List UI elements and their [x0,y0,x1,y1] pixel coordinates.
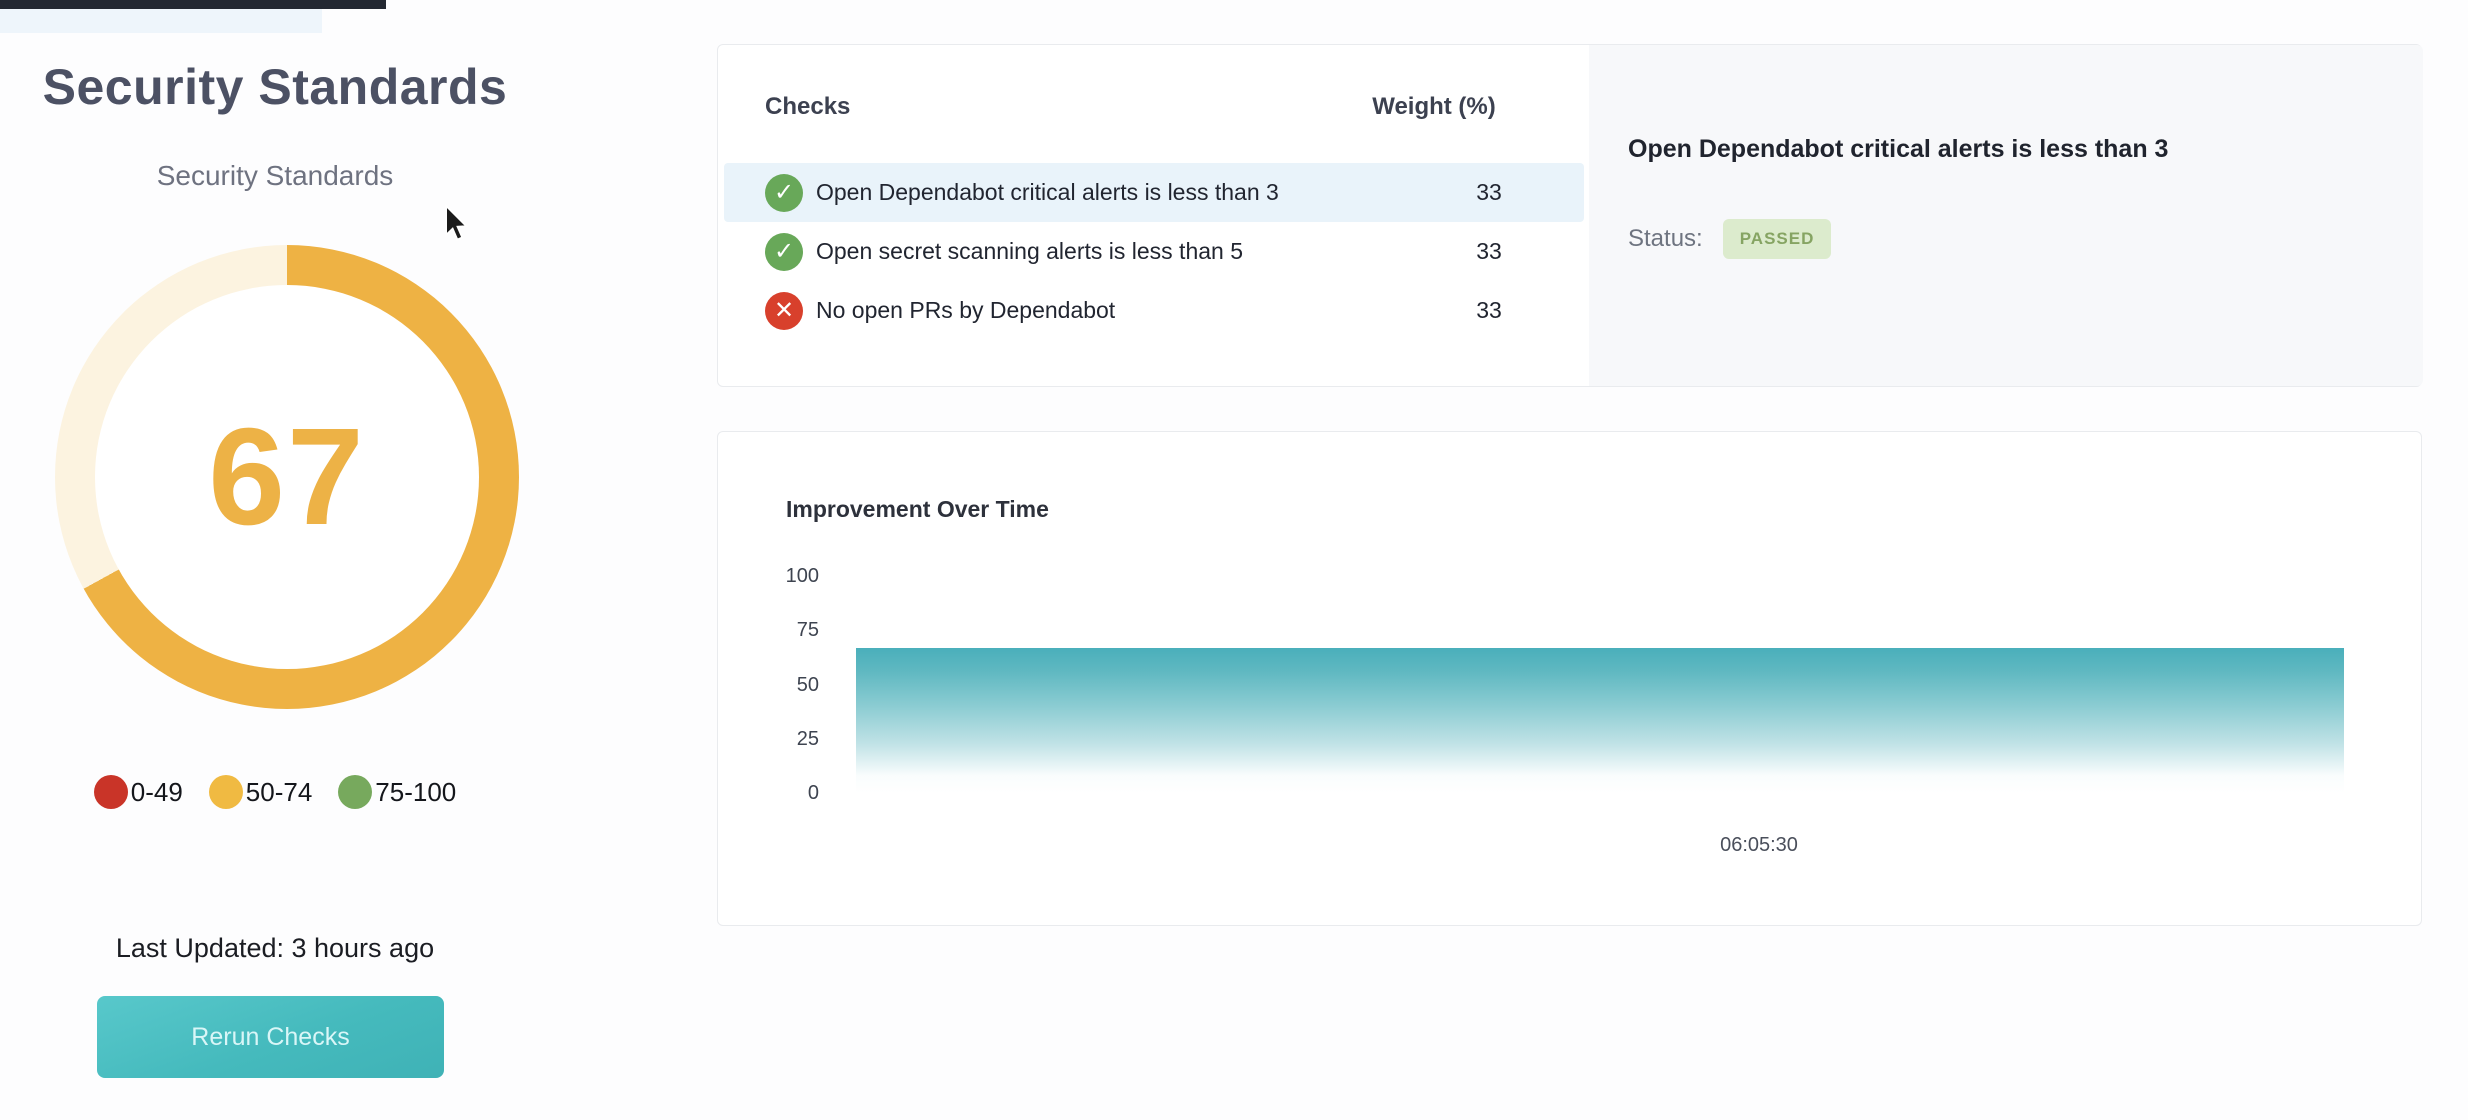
check-weight-value: 33 [1476,179,1502,205]
legend-label: 0-49 [130,776,183,807]
chart-y-tick-label: 75 [796,619,819,642]
legend-dot-icon [208,775,243,809]
legend-item: 0-49 [93,775,183,809]
legend-dot-icon [93,775,128,809]
checks-table-header: Checks Weight (%) [765,93,1529,121]
check-rows: ✓ Open Dependabot critical alerts is less… [724,163,1584,340]
improvement-chart-card: Improvement Over Time 100 75 50 25 0 06:05:3… [717,431,2422,926]
legend-label: 75-100 [375,776,457,807]
chart-title: Improvement Over Time [786,496,1049,522]
weight-column-header: Weight (%) [1372,93,1496,120]
status-label: Status: [1628,225,1703,252]
score-gauge-inner: 67 [95,285,479,669]
mouse-cursor-icon [445,204,469,241]
check-passed-icon: ✓ [765,173,803,212]
page-subtitle: Security Standards [156,160,394,191]
check-weight-value: 33 [1476,238,1502,264]
chart-area-series [856,647,2344,793]
legend-dot-icon [338,775,373,809]
check-passed-icon: ✓ [765,232,803,271]
check-weight-value: 33 [1476,297,1502,323]
checks-column-header: Checks [765,93,851,120]
chart-y-axis: 100 75 50 25 0 [718,432,819,925]
check-failed-icon: ✕ [765,291,803,330]
legend-item: 50-74 [208,775,313,809]
chart-x-tick: 06:05:30 [1720,834,1798,856]
check-label: Open Dependabot critical alerts is less … [816,179,1279,205]
check-detail-status-row: Status: PASSED [1628,219,1832,259]
check-label: No open PRs by Dependabot [816,297,1116,323]
check-detail-panel: Open Dependabot critical alerts is less … [1589,45,2423,386]
chart-y-tick-label: 100 [785,565,819,587]
check-label: Open secret scanning alerts is less than… [816,238,1244,264]
score-legend: 0-49 50-74 75-100 [40,770,510,814]
check-detail-title: Open Dependabot critical alerts is less … [1628,135,2169,163]
chart-y-tick-label: 25 [796,727,819,750]
chart-y-tick-label: 50 [796,673,819,696]
legend-label: 50-74 [245,776,313,807]
rerun-checks-button[interactable]: Rerun Checks [97,996,444,1078]
page-title: Security Standards [42,59,508,115]
last-updated-text: Last Updated: 3 hours ago [115,933,435,963]
legend-item: 75-100 [338,775,456,809]
chart-y-tick-label: 0 [807,782,819,804]
check-row[interactable]: ✓ Open secret scanning alerts is less tha… [724,222,1584,281]
check-row[interactable]: ✕ No open PRs by Dependabot 33 [724,281,1584,340]
score-value: 67 [208,399,366,554]
window-top-strip [0,0,386,9]
window-top-band [0,9,322,33]
score-gauge: 67 [55,245,519,709]
checks-list-section: Checks Weight (%) ✓ Open Dependabot criti… [718,45,1589,386]
status-badge: PASSED [1722,219,1832,259]
checks-card: Checks Weight (%) ✓ Open Dependabot criti… [717,44,2423,387]
check-row[interactable]: ✓ Open Dependabot critical alerts is less… [724,163,1584,222]
